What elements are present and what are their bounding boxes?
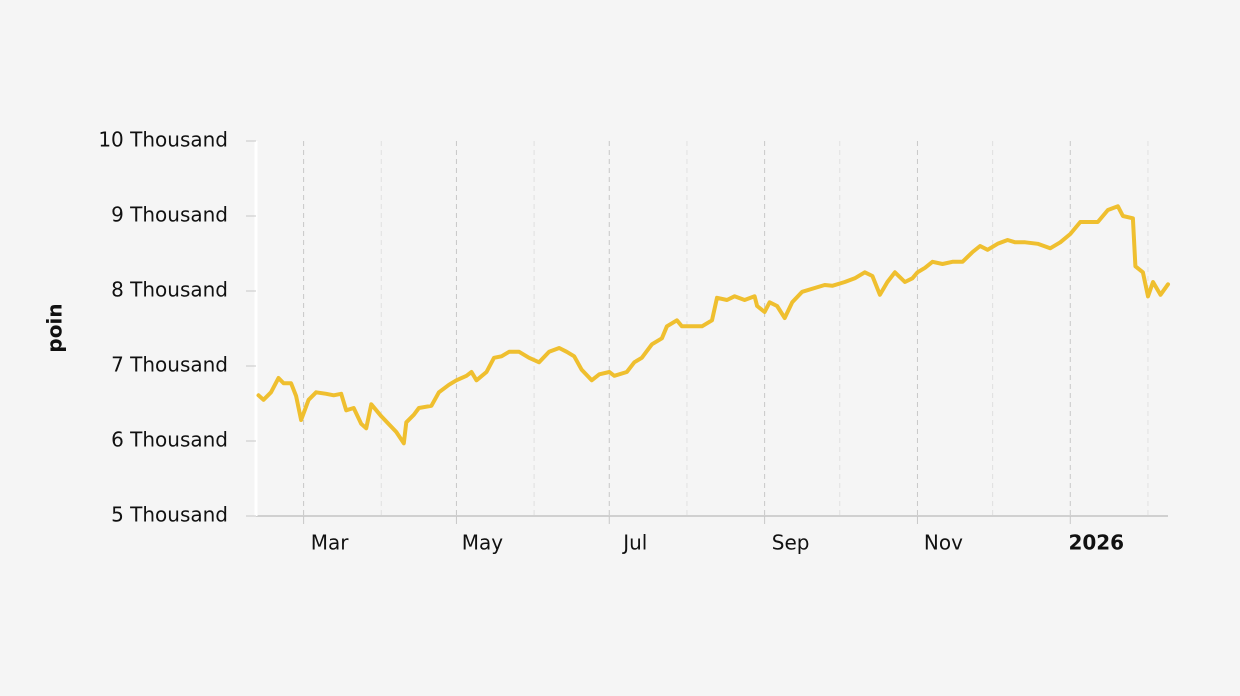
x-tick-label: 2026 (1068, 531, 1124, 555)
y-tick-label: 6 Thousand (111, 428, 228, 452)
x-tick-label: Jul (621, 531, 647, 555)
x-tick-label: May (462, 531, 504, 555)
y-tick-label: 8 Thousand (111, 278, 228, 302)
y-tick-label: 7 Thousand (111, 353, 228, 377)
x-tick-label: Nov (924, 531, 963, 555)
y-tick-label: 9 Thousand (111, 203, 228, 227)
line (256, 204, 1170, 446)
y-tick-label: 10 Thousand (98, 128, 228, 152)
x-tick-label: Sep (772, 531, 810, 555)
y-tick-label: 5 Thousand (111, 503, 228, 527)
x-tick-label: Mar (311, 531, 350, 555)
y-axis-label: poin (43, 303, 67, 352)
